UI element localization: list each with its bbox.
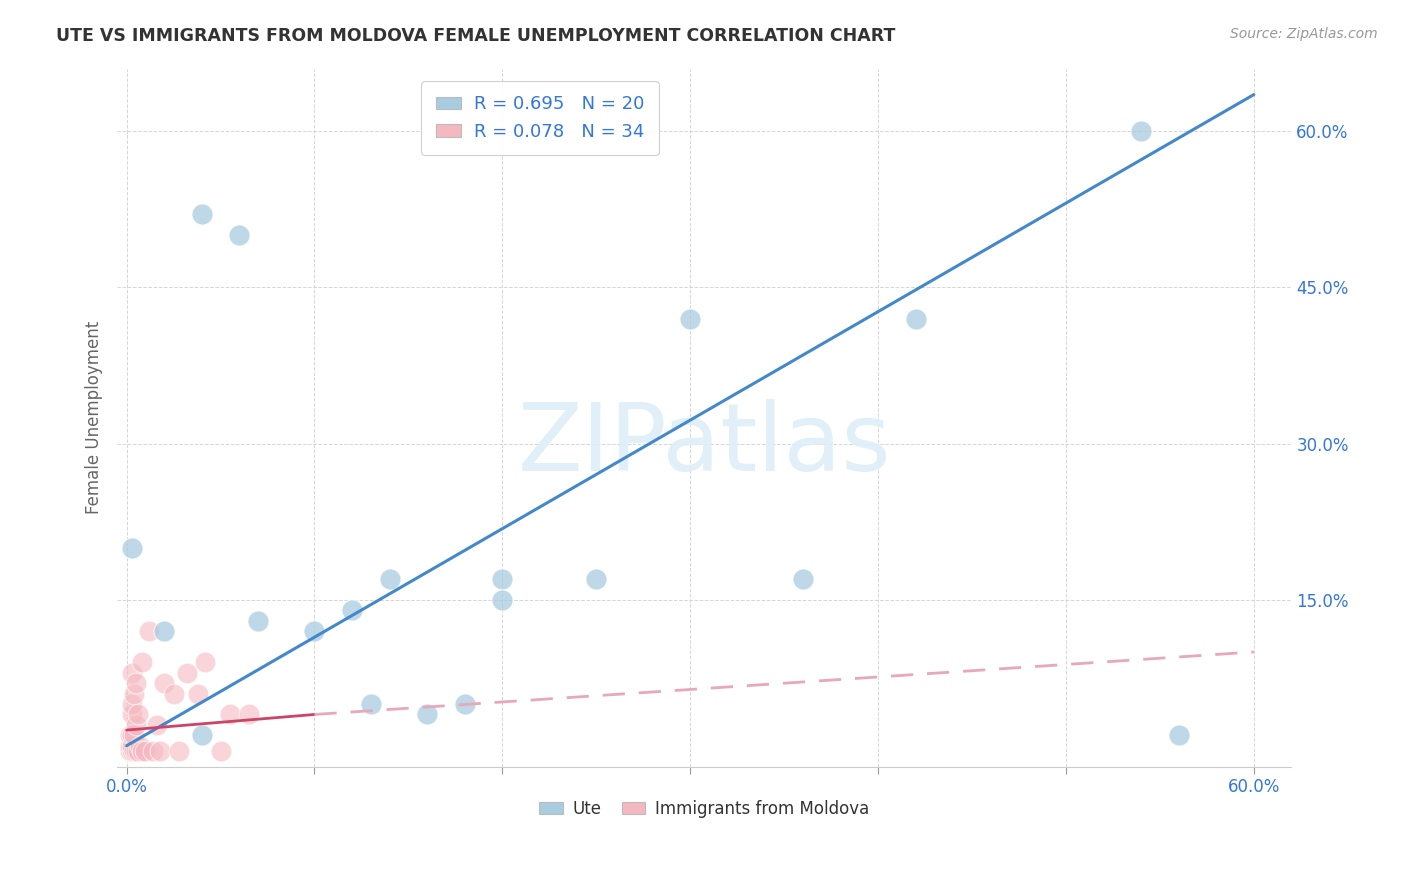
Point xyxy=(904,311,927,326)
Y-axis label: Female Unemployment: Female Unemployment xyxy=(86,321,103,514)
Point xyxy=(1130,124,1153,138)
Point xyxy=(128,739,150,753)
Point xyxy=(1167,728,1189,742)
Point xyxy=(122,744,145,758)
Point xyxy=(122,728,145,742)
Point xyxy=(228,228,250,243)
Point xyxy=(142,744,165,758)
Text: ZIPatlas: ZIPatlas xyxy=(517,400,891,491)
Point xyxy=(219,707,242,722)
Point xyxy=(134,744,156,758)
Point xyxy=(153,624,176,639)
Point xyxy=(187,687,209,701)
Point xyxy=(247,614,270,628)
Text: UTE VS IMMIGRANTS FROM MOLDOVA FEMALE UNEMPLOYMENT CORRELATION CHART: UTE VS IMMIGRANTS FROM MOLDOVA FEMALE UN… xyxy=(56,27,896,45)
Legend: Ute, Immigrants from Moldova: Ute, Immigrants from Moldova xyxy=(533,793,876,824)
Point xyxy=(491,592,513,607)
Point xyxy=(121,697,143,711)
Point xyxy=(145,718,167,732)
Point xyxy=(131,656,153,670)
Point xyxy=(121,728,143,742)
Point xyxy=(120,728,142,742)
Point xyxy=(120,744,142,758)
Point xyxy=(125,676,148,690)
Point xyxy=(127,744,149,758)
Point xyxy=(149,744,172,758)
Point xyxy=(131,744,153,758)
Point xyxy=(238,707,260,722)
Point xyxy=(491,572,513,586)
Point xyxy=(340,603,363,617)
Point xyxy=(176,665,198,680)
Point xyxy=(138,624,160,639)
Point xyxy=(679,311,702,326)
Point xyxy=(209,744,232,758)
Point xyxy=(121,541,143,555)
Point xyxy=(127,707,149,722)
Point xyxy=(153,676,176,690)
Point xyxy=(121,739,143,753)
Point xyxy=(125,744,148,758)
Point xyxy=(378,572,401,586)
Point xyxy=(121,665,143,680)
Point xyxy=(167,744,190,758)
Point xyxy=(162,687,184,701)
Point xyxy=(416,707,439,722)
Point xyxy=(121,744,143,758)
Point xyxy=(792,572,814,586)
Point xyxy=(190,207,212,221)
Point xyxy=(121,707,143,722)
Point xyxy=(194,656,217,670)
Point xyxy=(190,728,212,742)
Text: Source: ZipAtlas.com: Source: ZipAtlas.com xyxy=(1230,27,1378,41)
Point xyxy=(585,572,607,586)
Point xyxy=(122,687,145,701)
Point xyxy=(454,697,477,711)
Point xyxy=(360,697,382,711)
Point xyxy=(125,718,148,732)
Point xyxy=(120,739,142,753)
Point xyxy=(304,624,326,639)
